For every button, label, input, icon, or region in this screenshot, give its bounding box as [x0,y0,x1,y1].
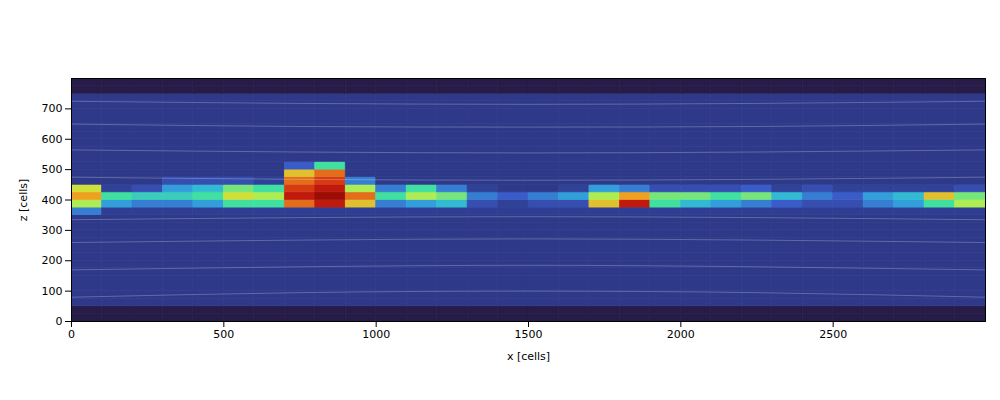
svg-text:x [cells]: x [cells] [507,350,550,363]
svg-text:2000: 2000 [667,328,695,341]
svg-text:z [cells]: z [cells] [17,179,30,222]
svg-text:2500: 2500 [819,328,847,341]
svg-text:600: 600 [42,133,63,146]
svg-text:500: 500 [213,328,234,341]
svg-text:100: 100 [42,285,63,298]
svg-text:1500: 1500 [515,328,543,341]
svg-text:300: 300 [42,224,63,237]
svg-text:0: 0 [56,315,63,328]
svg-text:700: 700 [42,102,63,115]
svg-text:400: 400 [42,194,63,207]
svg-text:200: 200 [42,254,63,267]
svg-text:1000: 1000 [362,328,390,341]
svg-text:0: 0 [68,328,75,341]
svg-text:500: 500 [42,163,63,176]
